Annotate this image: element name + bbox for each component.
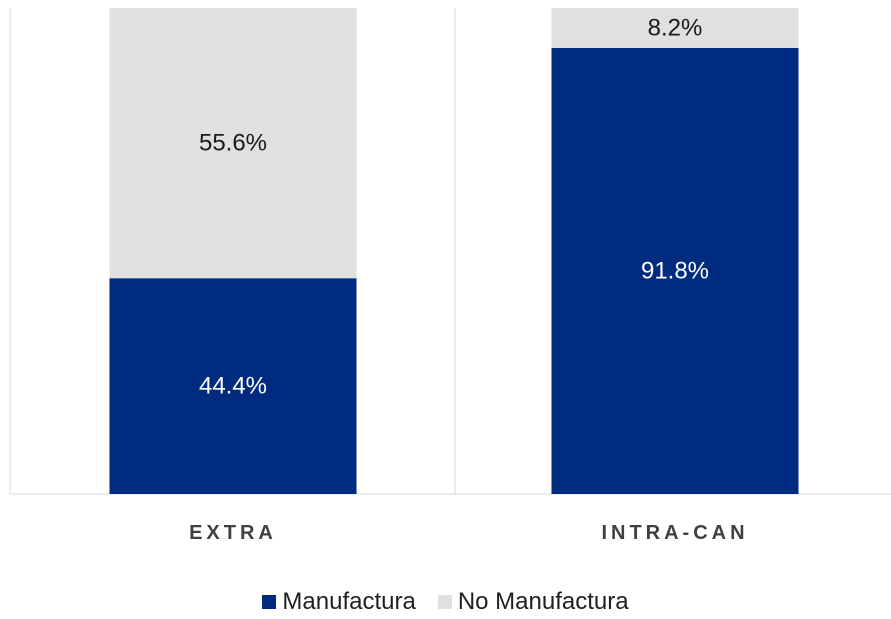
bars-group (109, 8, 799, 495)
category-label-intra-can: INTRA-CAN (601, 522, 748, 544)
bar-segment-intra-can-no-manufactura (551, 8, 799, 48)
data-label-intra-can-no-manufactura: 8.2% (648, 14, 703, 41)
legend-item-no-manufactura: No Manufactura (437, 588, 629, 616)
legend-swatch-manufactura (262, 595, 277, 609)
legend-label: No Manufactura (457, 588, 629, 615)
data-label-intra-can-manufactura: 91.8% (641, 257, 709, 284)
category-label-extra: EXTRA (189, 522, 277, 544)
data-label-extra-manufactura: 44.4% (199, 373, 267, 400)
bar-segment-intra-can-manufactura (551, 47, 799, 495)
bar-segment-extra-no-manufactura (109, 8, 357, 279)
data-labels-group: 44.4% 55.6% 91.8% 8.2% (199, 14, 709, 399)
data-label-extra-no-manufactura: 55.6% (199, 130, 267, 157)
legend-label: Manufactura (282, 588, 416, 615)
category-labels-group: EXTRA INTRA-CAN (189, 522, 748, 544)
legend-swatch-no-manufactura (437, 595, 452, 609)
legend-item-manufactura: Manufactura (262, 588, 416, 616)
legend: Manufactura No Manufactura (0, 588, 891, 616)
bar-segment-extra-manufactura (109, 278, 357, 494)
